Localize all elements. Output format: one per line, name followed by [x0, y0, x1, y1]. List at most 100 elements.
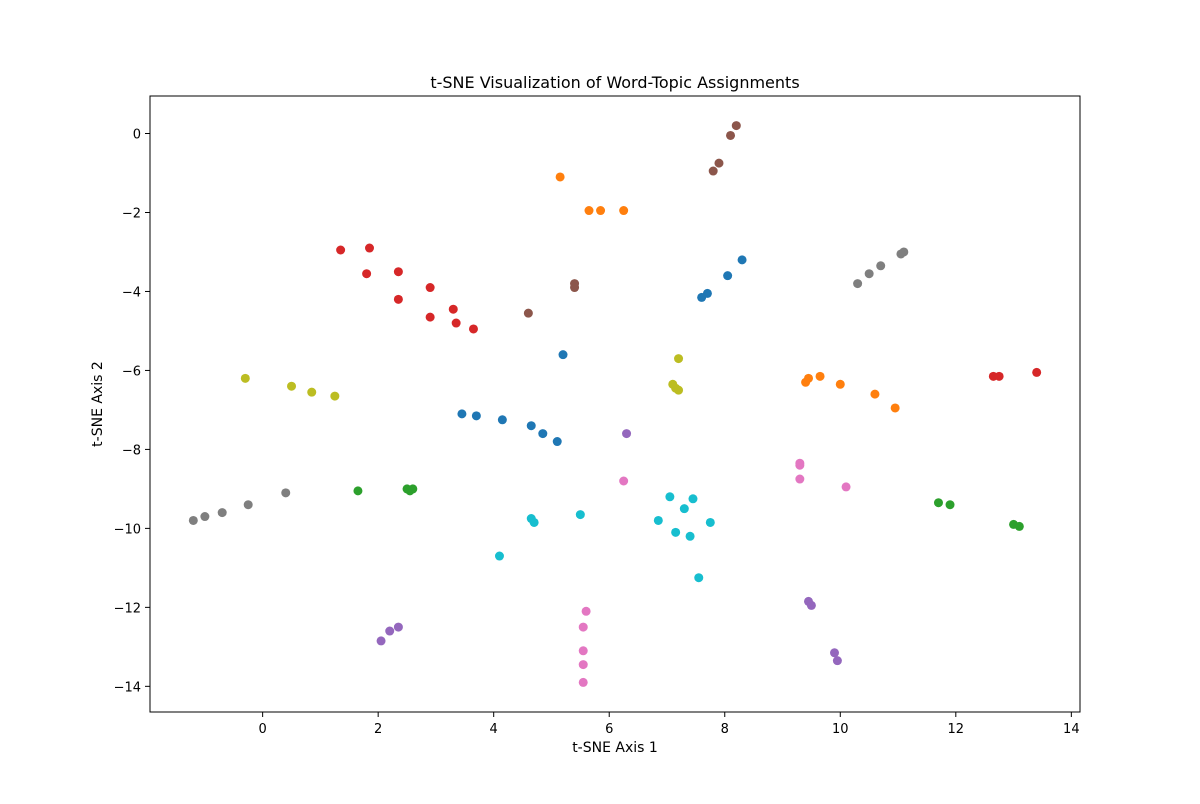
- data-point: [575, 510, 585, 520]
- data-point: [523, 308, 533, 318]
- data-point: [896, 249, 906, 259]
- data-point: [1032, 367, 1042, 377]
- data-point: [578, 622, 588, 632]
- y-axis-ticks: 0 −2 −4 −6 −8 −10 −12 −14: [114, 128, 150, 695]
- data-point: [529, 517, 539, 527]
- y-tick-label: −10: [114, 522, 141, 537]
- data-point: [353, 486, 363, 496]
- y-tick-label: −14: [114, 680, 141, 695]
- data-point: [393, 622, 403, 632]
- x-tick-label: 10: [832, 722, 849, 737]
- data-point: [451, 318, 461, 328]
- series-4: [336, 243, 1042, 381]
- data-point: [457, 409, 467, 419]
- data-point: [596, 206, 606, 216]
- y-tick-label: 0: [133, 128, 141, 143]
- data-point: [853, 279, 863, 289]
- series-8: [188, 247, 909, 525]
- data-point: [671, 527, 681, 537]
- data-point: [448, 304, 458, 314]
- data-point: [705, 517, 715, 527]
- data-point: [679, 504, 689, 514]
- chart-title: t-SNE Visualization of Word-Topic Assign…: [430, 73, 799, 92]
- y-tick-label: −2: [122, 206, 141, 221]
- data-point: [538, 429, 548, 439]
- data-point: [622, 429, 632, 439]
- data-point: [393, 267, 403, 277]
- y-axis-label: t-SNE Axis 2: [90, 361, 106, 447]
- data-point: [890, 403, 900, 413]
- series-9: [240, 354, 684, 401]
- data-point: [1014, 521, 1024, 531]
- data-point: [217, 508, 227, 518]
- data-point: [994, 371, 1004, 381]
- data-point: [832, 656, 842, 666]
- data-point: [933, 498, 943, 508]
- data-point: [471, 411, 481, 421]
- data-point: [584, 206, 594, 216]
- data-point: [497, 415, 507, 425]
- data-point: [945, 500, 955, 510]
- data-point: [737, 255, 747, 265]
- x-axis-label: t-SNE Axis 1: [572, 740, 658, 756]
- data-point: [795, 474, 805, 484]
- y-tick-label: −4: [122, 285, 141, 300]
- data-point: [731, 121, 741, 131]
- x-tick-label: 6: [605, 722, 613, 737]
- series-10: [494, 492, 715, 583]
- data-point: [526, 421, 536, 431]
- y-tick-label: −8: [122, 443, 141, 458]
- data-point: [841, 482, 851, 492]
- data-point: [876, 261, 886, 271]
- data-point: [697, 292, 707, 302]
- data-point: [558, 350, 568, 360]
- data-point: [835, 379, 845, 389]
- data-point: [365, 243, 375, 253]
- data-point: [804, 373, 814, 383]
- data-point: [665, 492, 675, 502]
- data-point: [393, 294, 403, 304]
- data-point: [243, 500, 253, 510]
- data-point: [830, 648, 840, 658]
- data-point: [708, 166, 718, 176]
- data-point: [674, 385, 684, 395]
- data-point: [425, 283, 435, 293]
- series-7: [578, 458, 851, 687]
- data-point: [723, 271, 733, 281]
- x-tick-label: 4: [490, 722, 498, 737]
- data-point: [408, 484, 418, 494]
- data-point: [864, 269, 874, 279]
- data-point: [552, 437, 562, 447]
- data-point: [330, 391, 340, 401]
- data-point: [570, 283, 580, 293]
- data-point: [581, 606, 591, 616]
- data-point: [494, 551, 504, 561]
- plot-area-frame: [149, 95, 1081, 713]
- data-point: [336, 245, 346, 255]
- data-point: [815, 371, 825, 381]
- series-1: [457, 255, 747, 447]
- data-point: [688, 494, 698, 504]
- data-point: [714, 158, 724, 168]
- data-point: [619, 206, 629, 216]
- data-point: [726, 130, 736, 140]
- data-point: [188, 515, 198, 525]
- data-point: [578, 677, 588, 687]
- data-point: [362, 269, 372, 279]
- data-point: [806, 600, 816, 610]
- data-point: [653, 515, 663, 525]
- data-points: [188, 121, 1042, 687]
- x-tick-label: 2: [374, 722, 382, 737]
- data-point: [468, 324, 478, 334]
- series-2: [555, 172, 900, 413]
- series-3: [353, 484, 1024, 531]
- series-5: [376, 429, 842, 666]
- data-point: [287, 381, 297, 391]
- data-point: [578, 646, 588, 656]
- data-point: [694, 573, 704, 583]
- data-point: [619, 476, 629, 486]
- x-axis-ticks: 0 2 4 6 8 10 12 14: [258, 712, 1080, 737]
- data-point: [685, 531, 695, 541]
